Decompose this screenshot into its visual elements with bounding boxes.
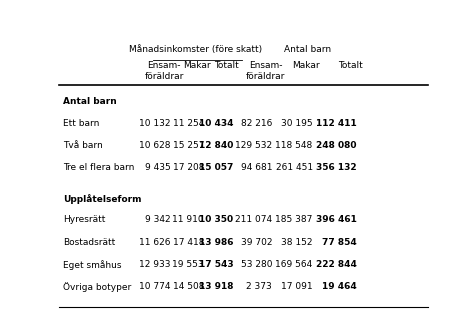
Text: 10 434: 10 434: [199, 119, 234, 128]
Text: 118 548: 118 548: [276, 141, 313, 150]
Text: 82 216: 82 216: [241, 119, 272, 128]
Text: 94 681: 94 681: [241, 163, 272, 172]
Text: Antal barn: Antal barn: [63, 97, 117, 106]
Text: 248 080: 248 080: [316, 141, 357, 150]
Text: 30 195: 30 195: [281, 119, 313, 128]
Text: Eget småhus: Eget småhus: [63, 260, 122, 270]
Text: Ensam-
föräldrar: Ensam- föräldrar: [144, 61, 184, 81]
Text: 11 910: 11 910: [172, 216, 204, 225]
Text: 14 508: 14 508: [172, 282, 204, 291]
Text: 17 091: 17 091: [281, 282, 313, 291]
Text: 15 057: 15 057: [199, 163, 234, 172]
Text: 356 132: 356 132: [316, 163, 357, 172]
Text: 39 702: 39 702: [241, 238, 272, 247]
Text: 211 074: 211 074: [235, 216, 272, 225]
Text: 396 461: 396 461: [316, 216, 357, 225]
Text: Hyresrätt: Hyresrätt: [63, 216, 105, 225]
Text: 10 132: 10 132: [140, 119, 171, 128]
Text: Makar: Makar: [292, 61, 320, 70]
Text: 9 435: 9 435: [145, 163, 171, 172]
Text: Totalt: Totalt: [215, 61, 239, 70]
Text: 185 387: 185 387: [276, 216, 313, 225]
Text: 77 854: 77 854: [322, 238, 357, 247]
Text: 169 564: 169 564: [276, 260, 313, 269]
Text: Två barn: Två barn: [63, 141, 103, 150]
Text: Tre el flera barn: Tre el flera barn: [63, 163, 134, 172]
Text: Ett barn: Ett barn: [63, 119, 99, 128]
Text: Makar: Makar: [184, 61, 211, 70]
Text: 17 418: 17 418: [172, 238, 204, 247]
Text: 9 342: 9 342: [145, 216, 171, 225]
Text: 112 411: 112 411: [316, 119, 357, 128]
Text: 10 350: 10 350: [200, 216, 234, 225]
Text: 2 373: 2 373: [247, 282, 272, 291]
Text: 19 464: 19 464: [322, 282, 357, 291]
Text: 11 254: 11 254: [173, 119, 204, 128]
Text: Månadsinkomster (före skatt): Månadsinkomster (före skatt): [129, 44, 262, 53]
Text: 261 451: 261 451: [276, 163, 313, 172]
Text: Övriga botyper: Övriga botyper: [63, 282, 131, 292]
Text: 13 918: 13 918: [199, 282, 234, 291]
Text: 129 532: 129 532: [235, 141, 272, 150]
Text: 17 208: 17 208: [172, 163, 204, 172]
Text: Bostadsrätt: Bostadsrätt: [63, 238, 115, 247]
Text: 15 257: 15 257: [172, 141, 204, 150]
Text: 13 986: 13 986: [199, 238, 234, 247]
Text: 19 553: 19 553: [172, 260, 204, 269]
Text: Antal barn: Antal barn: [285, 44, 332, 53]
Text: 10 774: 10 774: [140, 282, 171, 291]
Text: Ensam-
föräldrar: Ensam- föräldrar: [246, 61, 285, 81]
Text: 17 543: 17 543: [199, 260, 234, 269]
Text: 222 844: 222 844: [316, 260, 357, 269]
Text: 53 280: 53 280: [241, 260, 272, 269]
Text: 12 840: 12 840: [199, 141, 234, 150]
Text: Upplåtelseform: Upplåtelseform: [63, 194, 142, 204]
Text: 38 152: 38 152: [281, 238, 313, 247]
Text: 12 933: 12 933: [140, 260, 171, 269]
Text: 11 626: 11 626: [140, 238, 171, 247]
Text: Totalt: Totalt: [338, 61, 362, 70]
Text: 10 628: 10 628: [140, 141, 171, 150]
